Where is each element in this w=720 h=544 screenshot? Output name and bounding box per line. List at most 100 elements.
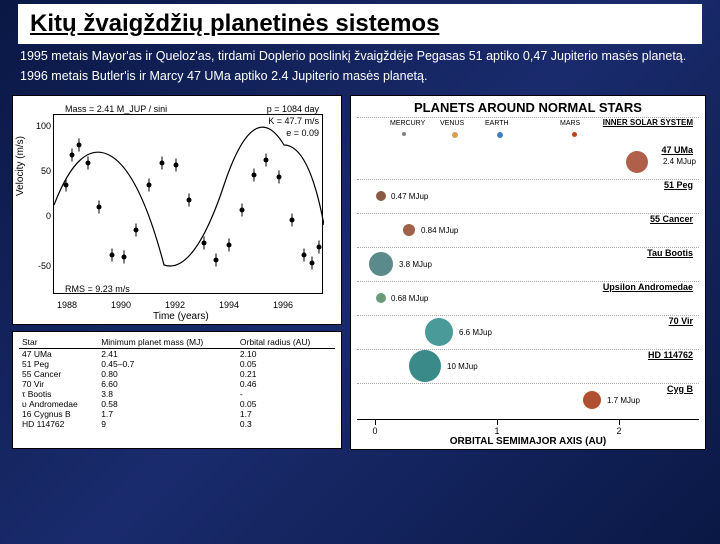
table-cell: 70 Vir [19, 379, 98, 389]
table-cell: HD 114762 [19, 419, 98, 429]
axis-tick [375, 420, 376, 425]
ytick: 100 [33, 121, 51, 131]
system-label: HD 114762 [648, 350, 693, 360]
system-row: 51 Peg 0.47 MJup [357, 179, 699, 213]
planets-title: PLANETS AROUND NORMAL STARS [357, 100, 699, 115]
chart-p-annot: p = 1084 day [267, 104, 319, 114]
table-header: Orbital radius (AU) [237, 336, 335, 349]
system-label: Upsilon Andromedae [603, 282, 693, 292]
table-row: υ Andromedae0.580.05 [19, 399, 335, 409]
data-point [214, 257, 219, 262]
table-cell: 3.8 [98, 389, 237, 399]
exoplanet-mass-label: 3.8 MJup [399, 260, 432, 269]
solar-planet-label: EARTH [485, 120, 509, 127]
chart-mass-annot: Mass = 2.41 M_JUP / sini [65, 104, 167, 114]
ytick: 0 [33, 211, 51, 221]
exoplanet-mass-label: 1.7 MJup [607, 396, 640, 405]
table-cell: τ Bootis [19, 389, 98, 399]
axis-tick [497, 420, 498, 425]
solar-planet [452, 132, 458, 138]
system-label: 51 Peg [664, 180, 693, 190]
system-row: 70 Vir6.6 MJup [357, 315, 699, 349]
table-cell: 6.60 [98, 379, 237, 389]
exoplanet [583, 391, 601, 409]
data-point [147, 182, 152, 187]
table-cell: 2.41 [98, 348, 237, 359]
exoplanet-mass-label: 0.68 MJup [391, 294, 428, 303]
table-row: τ Bootis3.8- [19, 389, 335, 399]
paragraph-1: 1995 metais Mayor'as ir Queloz'as, tirda… [20, 48, 700, 64]
axis-title: ORBITAL SEMIMAJOR AXIS (AU) [357, 436, 699, 447]
data-point [290, 217, 295, 222]
data-point [227, 242, 232, 247]
table-cell: υ Andromedae [19, 399, 98, 409]
system-row: HD 11476210 MJup [357, 349, 699, 383]
exoplanet-systems: 47 UMa2.4 MJup51 Peg0.47 MJup55 Cancer0.… [357, 145, 699, 417]
exoplanet-mass-label: 2.4 MJup [663, 157, 696, 166]
table-header: Minimum planet mass (MJ) [98, 336, 237, 349]
page-title: Kitų žvaigždžių planetinės sistemos [30, 10, 690, 38]
planets-diagram: PLANETS AROUND NORMAL STARS INNER SOLAR … [350, 95, 706, 450]
exoplanet [376, 293, 386, 303]
table-cell: 0.46 [237, 379, 335, 389]
data-point [277, 174, 282, 179]
exoplanet [403, 224, 415, 236]
exoplanet [626, 151, 648, 173]
exoplanet-table: StarMinimum planet mass (MJ)Orbital radi… [19, 336, 335, 429]
table-cell: 0.05 [237, 399, 335, 409]
axis-tick-label: 1 [494, 426, 499, 436]
system-label: Tau Bootis [647, 248, 693, 258]
system-row: Cyg B 1.7 MJup [357, 383, 699, 417]
left-column: Mass = 2.41 M_JUP / sini p = 1084 day K … [12, 95, 342, 450]
exoplanet [409, 350, 441, 382]
solar-planet [497, 132, 503, 138]
xtick: 1994 [219, 300, 239, 310]
data-point [202, 240, 207, 245]
data-point [264, 157, 269, 162]
table-row: 70 Vir6.600.46 [19, 379, 335, 389]
table-cell: 2.10 [237, 348, 335, 359]
table-cell: 0.21 [237, 369, 335, 379]
system-row: 55 Cancer0.84 MJup [357, 213, 699, 247]
data-point [77, 142, 82, 147]
xtick: 1992 [165, 300, 185, 310]
axis-tick [619, 420, 620, 425]
chart-ylabel: Velocity (m/s) [15, 135, 26, 195]
exoplanet-mass-label: 0.47 MJup [391, 192, 428, 201]
table-cell: 0.45–0.7 [98, 359, 237, 369]
chart-xlabel: Time (years) [153, 311, 209, 322]
table-row: 47 UMa2.412.10 [19, 348, 335, 359]
data-point [122, 254, 127, 259]
system-label: Cyg B [667, 384, 693, 394]
table-cell: - [237, 389, 335, 399]
solar-planet [572, 132, 577, 137]
solar-planet-label: VENUS [440, 120, 464, 127]
exoplanet [376, 191, 386, 201]
table-row: 16 Cygnus B1.71.7 [19, 409, 335, 419]
system-label: 55 Cancer [650, 214, 693, 224]
table-row: 51 Peg0.45–0.70.05 [19, 359, 335, 369]
table-header: Star [19, 336, 98, 349]
axis-tick-label: 0 [372, 426, 377, 436]
data-table: StarMinimum planet mass (MJ)Orbital radi… [12, 331, 342, 449]
ytick: -50 [33, 261, 51, 271]
data-point [70, 152, 75, 157]
table-cell: 0.05 [237, 359, 335, 369]
table-cell: 55 Cancer [19, 369, 98, 379]
solar-planet-label: MARS [560, 120, 580, 127]
table-cell: 1.7 [98, 409, 237, 419]
table-cell: 51 Peg [19, 359, 98, 369]
data-point [134, 227, 139, 232]
table-cell: 1.7 [237, 409, 335, 419]
data-point [174, 162, 179, 167]
table-row: 55 Cancer0.800.21 [19, 369, 335, 379]
table-cell: 0.3 [237, 419, 335, 429]
table-cell: 16 Cygnus B [19, 409, 98, 419]
solar-planet-label: MERCURY [390, 120, 425, 127]
data-point [64, 182, 69, 187]
data-point [317, 244, 322, 249]
table-cell: 0.80 [98, 369, 237, 379]
paragraph-2: 1996 metais Butler'is ir Marcy 47 UMa ap… [20, 68, 700, 84]
data-point [252, 172, 257, 177]
system-label: 47 UMa [661, 145, 693, 155]
